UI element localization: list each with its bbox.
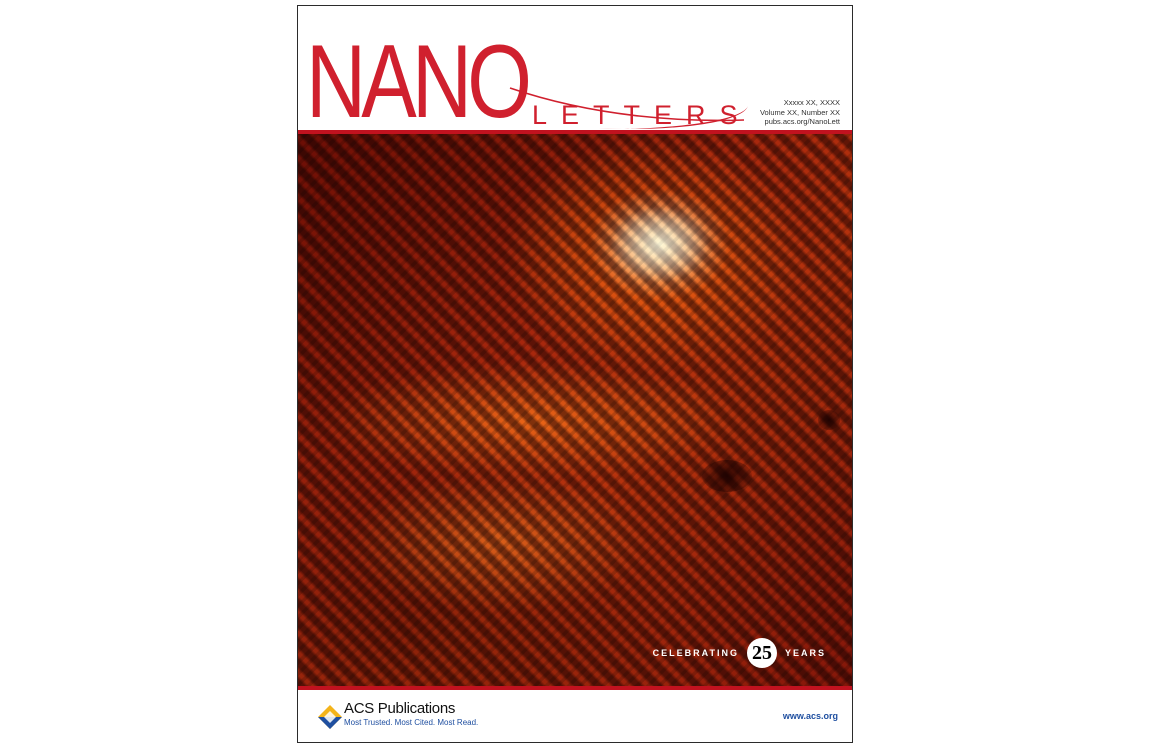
- issue-date: Xxxxx XX, XXXX: [783, 98, 840, 107]
- cover-image: [298, 134, 852, 686]
- cover-footer: ACS Publications Most Trusted. Most Cite…: [298, 690, 852, 742]
- anniversary-left-text: CELEBRATING: [652, 648, 739, 658]
- issue-info: Xxxxx XX, XXXX Volume XX, Number XX pubs…: [760, 98, 840, 127]
- publisher-name: ACS Publications: [344, 700, 456, 717]
- bottom-red-rule: [298, 686, 852, 690]
- swoosh-graphic: [509, 87, 748, 129]
- dark-defect-spot-small: [818, 410, 840, 430]
- bright-spot: [298, 134, 852, 686]
- publisher-tagline: Most Trusted. Most Cited. Most Read.: [344, 718, 479, 727]
- publisher-url[interactable]: www.acs.org: [782, 711, 838, 721]
- anniversary-badge: CELEBRATING 25 YEARS: [653, 638, 826, 668]
- journal-title-nano: NANO: [306, 24, 532, 140]
- anniversary-number: 25: [746, 638, 777, 668]
- acs-diamond-logo-icon: [318, 705, 342, 729]
- dark-defect-spot: [702, 460, 752, 492]
- journal-url: pubs.acs.org/NanoLett: [764, 117, 840, 126]
- top-red-rule: [298, 130, 852, 134]
- journal-cover: NANO LETTERS Xxxxx XX, XXXX Volume XX, N…: [297, 5, 853, 743]
- anniversary-right-text: YEARS: [784, 648, 826, 658]
- masthead: NANO LETTERS Xxxxx XX, XXXX Volume XX, N…: [298, 6, 852, 134]
- issue-volume: Volume XX, Number XX: [759, 107, 840, 117]
- journal-title-letters: LETTERS: [532, 100, 752, 130]
